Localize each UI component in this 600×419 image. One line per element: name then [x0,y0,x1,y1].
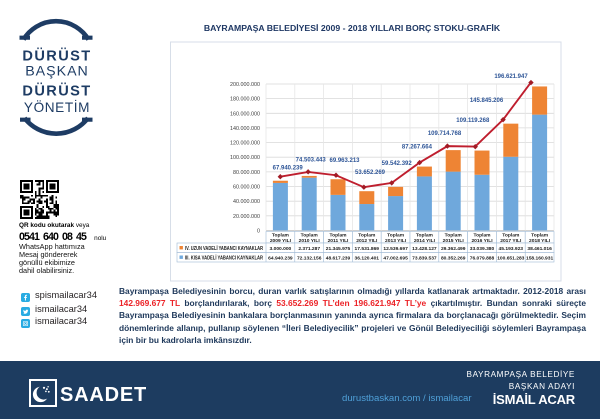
svg-text:45.193.923: 45.193.923 [499,246,524,252]
svg-text:67.940.239: 67.940.239 [273,165,304,171]
svg-text:47.002.695: 47.002.695 [383,255,408,261]
svg-text:60.000.000: 60.000.000 [233,185,260,191]
svg-text:DÜRÜST: DÜRÜST [22,82,91,99]
svg-text:DÜRÜST: DÜRÜST [22,48,91,65]
svg-text:109.119.268: 109.119.268 [456,118,490,124]
svg-text:Toplam: Toplam [272,233,290,239]
svg-text:III. KISA VADELİ YABANCI KAYNA: III. KISA VADELİ YABANCI KAYNAKLAR [185,254,263,261]
svg-text:2.371.287: 2.371.287 [298,246,320,252]
svg-text:2012 YILI: 2012 YILI [356,238,378,244]
svg-text:YÖNETİM: YÖNETİM [24,100,90,115]
svg-text:29.362.499: 29.362.499 [441,246,466,252]
svg-text:76.079.888: 76.079.888 [470,255,495,261]
svg-text:Toplam: Toplam [329,233,347,239]
svg-text:158.160.931: 158.160.931 [526,255,553,261]
svg-text:120.000.000: 120.000.000 [230,141,260,147]
svg-text:Toplam: Toplam [387,233,405,239]
svg-text:Toplam: Toplam [473,233,491,239]
svg-text:69.963.213: 69.963.213 [329,158,360,164]
svg-text:2010 YILI: 2010 YILI [299,238,321,244]
svg-text:13.428.127: 13.428.127 [412,246,437,252]
svg-text:2016 YILI: 2016 YILI [471,238,493,244]
svg-text:Toplam: Toplam [358,233,376,239]
svg-text:2018 YILI: 2018 YILI [529,238,551,244]
svg-text:72.132.156: 72.132.156 [297,255,322,261]
svg-text:160.000.000: 160.000.000 [230,111,260,117]
svg-text:140.000.000: 140.000.000 [230,126,260,132]
svg-text:21.345.975: 21.345.975 [326,246,351,252]
svg-text:109.714.768: 109.714.768 [428,131,462,137]
svg-text:2009 YILI: 2009 YILI [270,238,292,244]
svg-text:2011 YILI: 2011 YILI [328,238,349,244]
svg-text:196.621.947: 196.621.947 [494,74,528,80]
svg-text:40.000.000: 40.000.000 [233,199,260,205]
svg-text:Toplam: Toplam [416,233,434,239]
svg-text:Toplam: Toplam [301,233,319,239]
svg-text:2013 YILI: 2013 YILI [385,238,407,244]
svg-text:87.267.664: 87.267.664 [402,145,433,151]
svg-text:12.539.697: 12.539.697 [383,246,408,252]
svg-text:Toplam: Toplam [531,233,549,239]
svg-text:17.531.869: 17.531.869 [355,246,380,252]
svg-text:80.352.269: 80.352.269 [441,255,466,261]
svg-text:74.503.443: 74.503.443 [296,157,327,163]
svg-text:20.000.000: 20.000.000 [233,214,260,220]
svg-text:IV. UZUN VADELİ YABANCI KAYNAK: IV. UZUN VADELİ YABANCI KAYNAKLAR [185,245,263,252]
svg-text:80.000.000: 80.000.000 [233,170,260,176]
svg-text:64.940.239: 64.940.239 [268,255,293,261]
svg-text:BAŞKAN: BAŞKAN [25,64,89,80]
svg-text:Toplam: Toplam [502,233,520,239]
svg-text:2017 YILI: 2017 YILI [500,238,522,244]
svg-text:36.120.401: 36.120.401 [355,255,380,261]
svg-text:59.542.392: 59.542.392 [382,161,413,167]
svg-text:100.000.000: 100.000.000 [230,155,260,161]
svg-text:53.652.269: 53.652.269 [355,170,386,176]
svg-text:100.651.283: 100.651.283 [497,255,524,261]
svg-text:2014 YILI: 2014 YILI [414,238,436,244]
svg-text:48.617.239: 48.617.239 [326,255,351,261]
svg-text:73.839.537: 73.839.537 [412,255,437,261]
svg-text:2015 YILI: 2015 YILI [443,238,465,244]
svg-text:38.461.016: 38.461.016 [527,246,552,252]
svg-text:3.000.000: 3.000.000 [270,246,292,252]
svg-text:145.845.206: 145.845.206 [470,98,504,104]
svg-text:33.039.380: 33.039.380 [470,246,495,252]
svg-text:0: 0 [257,229,260,235]
svg-text:200.000.000: 200.000.000 [230,82,260,88]
svg-text:Toplam: Toplam [445,233,463,239]
svg-text:180.000.000: 180.000.000 [230,97,260,103]
